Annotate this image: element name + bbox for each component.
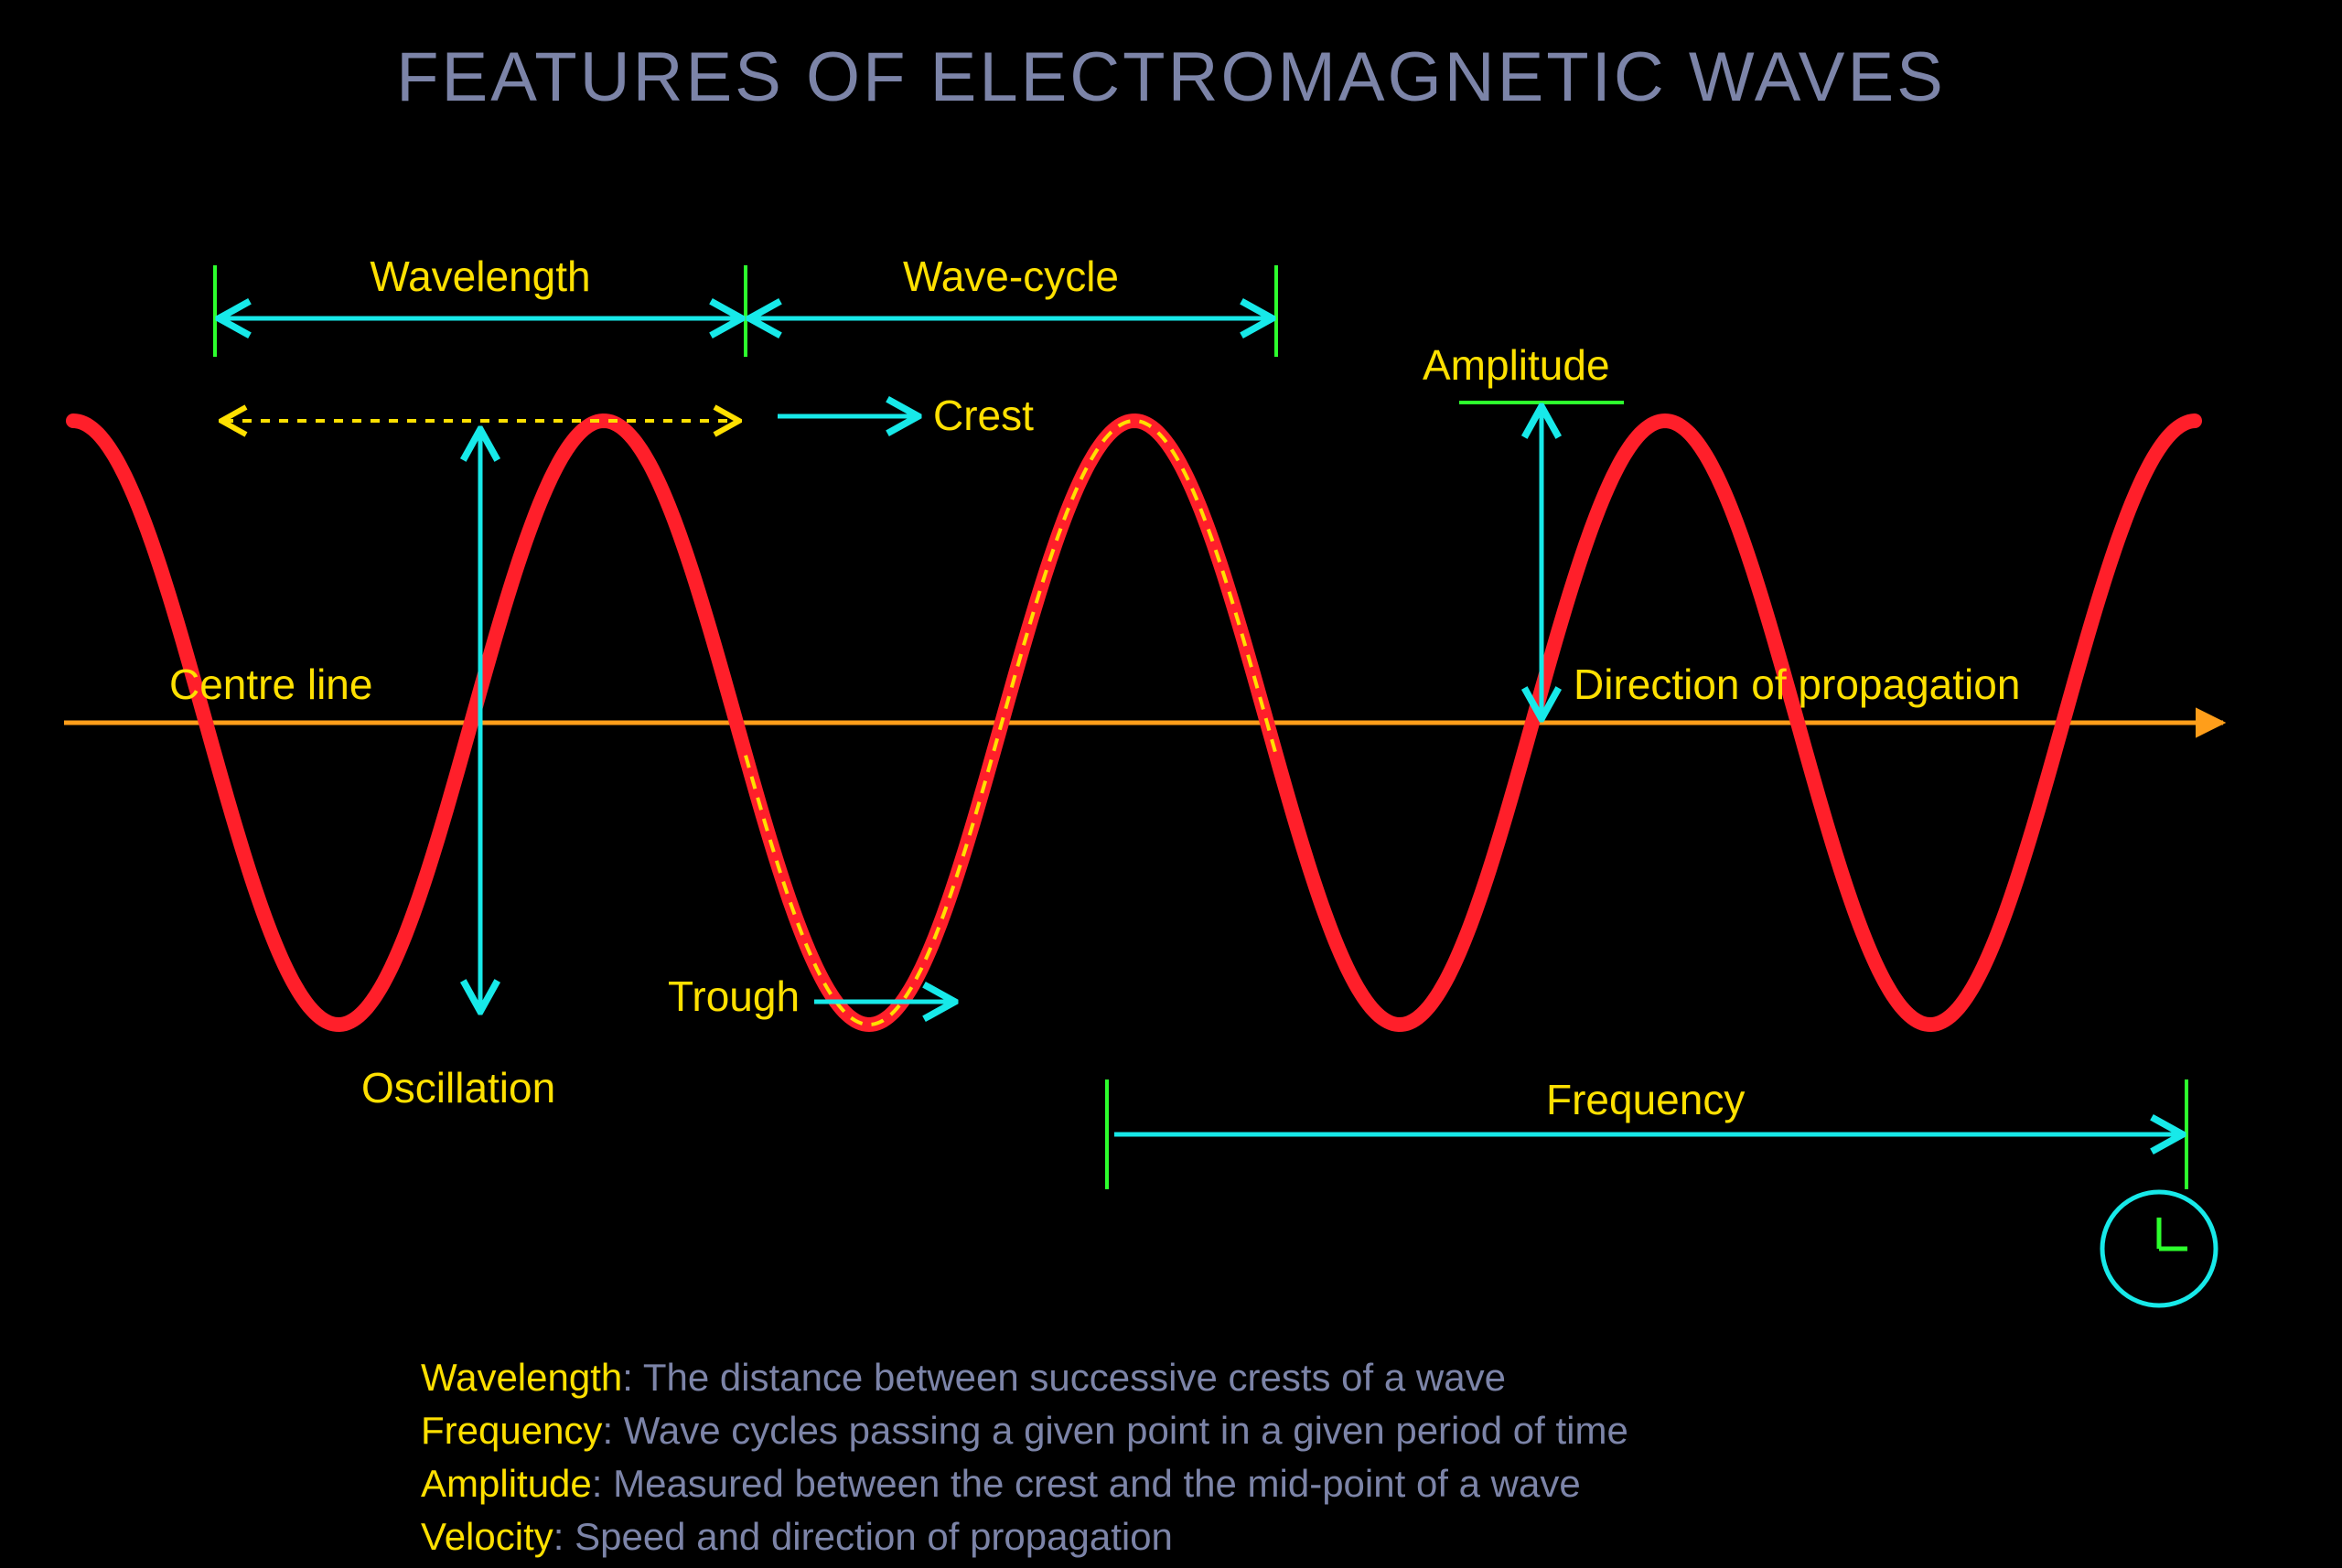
amplitude-label: Amplitude: [1423, 341, 1610, 389]
trough-label: Trough: [668, 972, 800, 1020]
definition-0: Wavelength: The distance between success…: [421, 1356, 1506, 1399]
propagation-label: Direction of propagation: [1574, 660, 2020, 708]
definition-1: Frequency: Wave cycles passing a given p…: [421, 1409, 1628, 1452]
crest-label: Crest: [933, 392, 1034, 439]
centreline-label: Centre line: [169, 660, 372, 708]
definition-2: Amplitude: Measured between the crest an…: [421, 1462, 1581, 1505]
frequency-label: Frequency: [1546, 1076, 1745, 1123]
definition-3: Velocity: Speed and direction of propaga…: [421, 1515, 1173, 1558]
oscillation-label: Oscillation: [361, 1064, 555, 1112]
wavecycle-label: Wave-cycle: [903, 252, 1119, 300]
clock-icon: [2102, 1192, 2216, 1305]
wavelength-label: Wavelength: [370, 252, 590, 300]
page-title: FEATURES OF ELECTROMAGNETIC WAVES: [396, 38, 1946, 116]
